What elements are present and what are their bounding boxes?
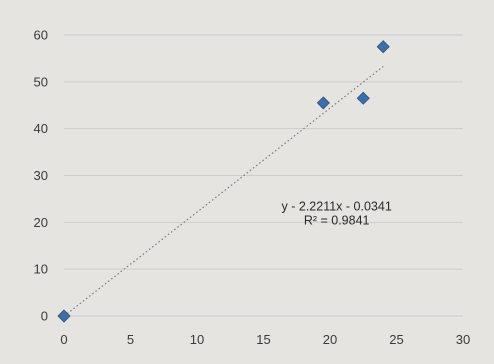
y-tick-label-30: 30: [34, 168, 48, 183]
x-tick-label-5: 5: [127, 332, 134, 347]
x-tick-label-25: 25: [389, 332, 403, 347]
x-axis-tick-labels: 0 5 10 15 20 25 30: [60, 332, 470, 347]
data-point-2: [356, 91, 370, 105]
data-point-1: [316, 96, 330, 110]
x-tick-label-15: 15: [256, 332, 270, 347]
y-tick-label-10: 10: [34, 262, 48, 277]
grid-lines: [64, 34, 463, 317]
y-tick-label-60: 60: [34, 28, 48, 43]
y-tick-label-40: 40: [34, 121, 48, 136]
y-tick-label-0: 0: [41, 309, 48, 324]
y-axis-tick-labels: 0 10 20 30 40 50 60: [34, 28, 48, 324]
trendline-equation: y - 2.2211x - 0.0341: [282, 200, 392, 214]
x-tick-label-10: 10: [190, 332, 204, 347]
y-tick-label-50: 50: [34, 74, 48, 89]
data-point-3: [376, 40, 390, 54]
data-point-0: [57, 309, 71, 323]
r-squared-label: R² = 0.9841: [304, 214, 370, 228]
x-tick-label-0: 0: [60, 332, 67, 347]
x-tick-label-20: 20: [323, 332, 337, 347]
y-tick-label-20: 20: [34, 215, 48, 230]
data-points: [57, 40, 390, 323]
x-tick-label-30: 30: [456, 332, 470, 347]
